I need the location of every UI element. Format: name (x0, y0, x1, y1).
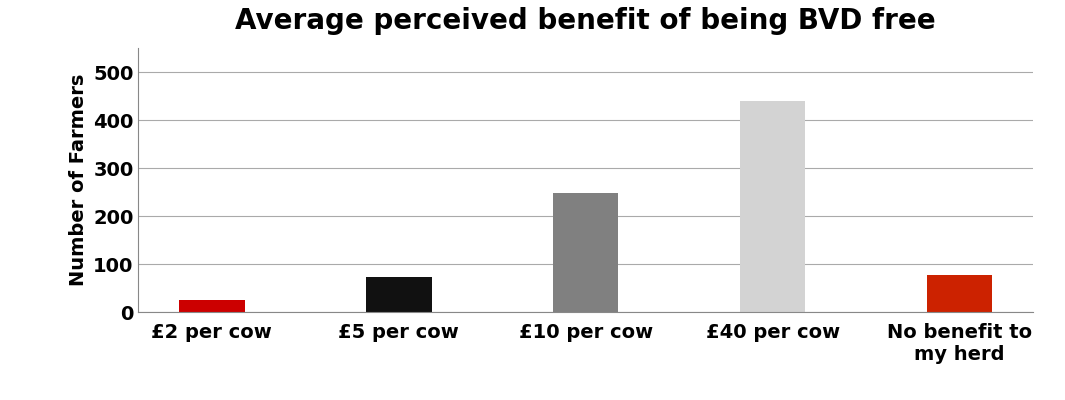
Y-axis label: Number of Farmers: Number of Farmers (68, 74, 87, 286)
Bar (927, 274, 993, 312)
Bar (553, 193, 619, 312)
Title: Average perceived benefit of being BVD free: Average perceived benefit of being BVD f… (235, 6, 936, 34)
Bar (740, 101, 805, 312)
Bar (179, 300, 245, 312)
Bar (366, 278, 431, 312)
